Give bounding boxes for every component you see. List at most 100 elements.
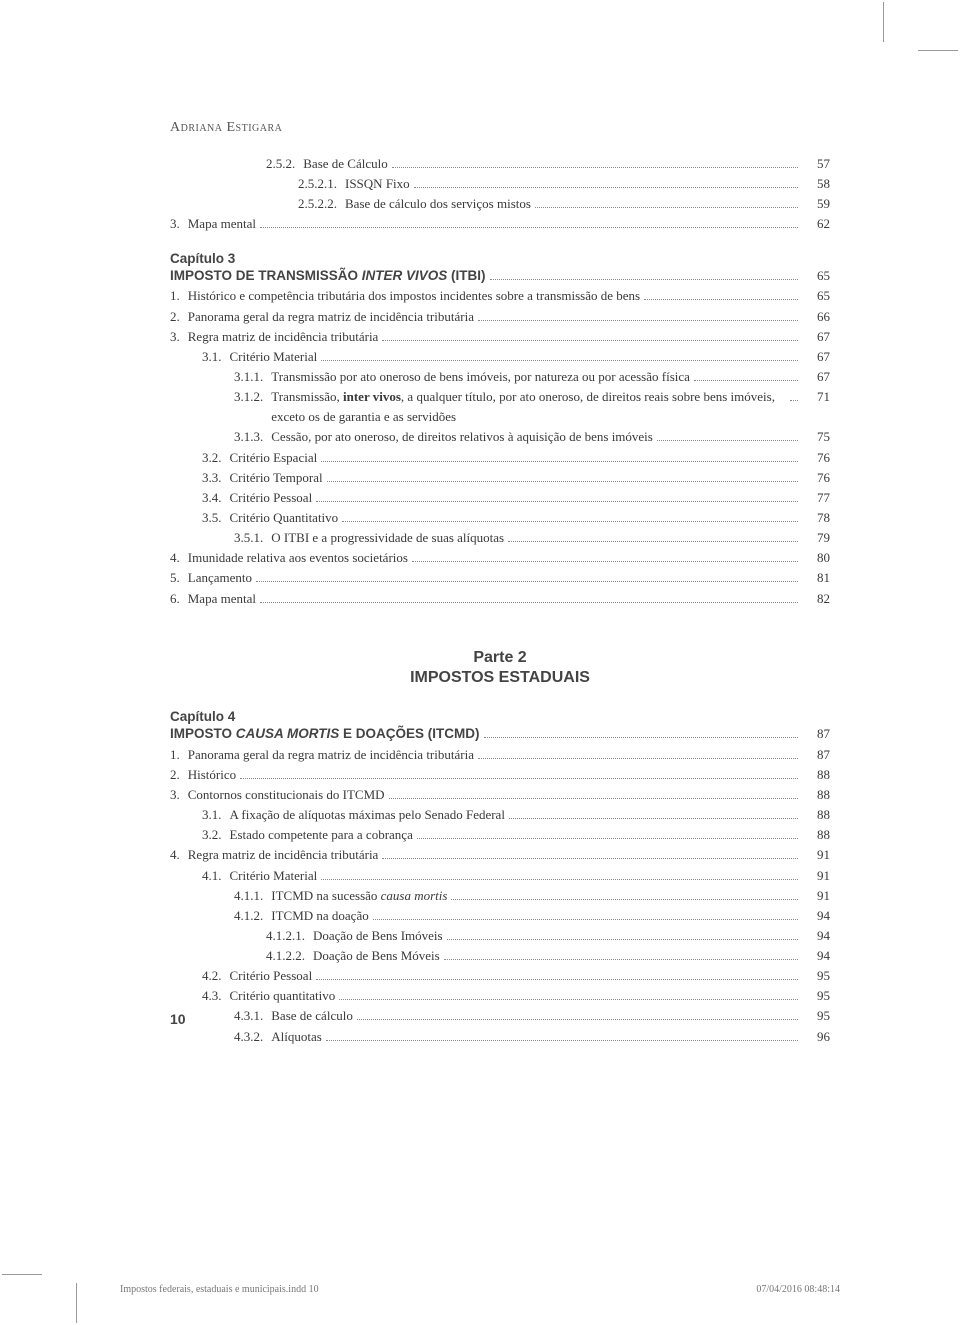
toc-line: 2.5.2.Base de Cálculo57 <box>170 154 830 174</box>
toc-line: 2.Panorama geral da regra matriz de inci… <box>170 307 830 327</box>
toc-page: 79 <box>802 528 830 548</box>
toc-number: 4.1.2.1. <box>266 926 313 946</box>
toc-text: Transmissão por ato oneroso de bens imóv… <box>271 367 690 387</box>
chapter-3-page: 65 <box>802 266 830 286</box>
toc-page: 91 <box>802 886 830 906</box>
toc-line: 3.1.2.Transmissão, inter vivos, a qualqu… <box>170 387 830 427</box>
toc-text: Critério Temporal <box>230 468 323 488</box>
toc-page: 81 <box>802 568 830 588</box>
toc-line: 4.3.Critério quantitativo95 <box>170 986 830 1006</box>
toc-line: 4.1.2.2.Doação de Bens Móveis94 <box>170 946 830 966</box>
footer: Impostos federais, estaduais e municipai… <box>120 1284 840 1295</box>
toc-text: Critério Pessoal <box>230 966 313 986</box>
toc-page: 95 <box>802 966 830 986</box>
toc-line: 4.Imunidade relativa aos eventos societá… <box>170 548 830 568</box>
toc-text: Critério Espacial <box>230 448 318 468</box>
footer-left: Impostos federais, estaduais e municipai… <box>120 1284 319 1295</box>
toc-text: Cessão, por ato oneroso, de direitos rel… <box>271 427 653 447</box>
toc-text: Lançamento <box>188 568 252 588</box>
toc-text: Base de cálculo dos serviços mistos <box>345 194 531 214</box>
toc-line: 3.Contornos constitucionais do ITCMD88 <box>170 785 830 805</box>
toc-line: 1.Panorama geral da regra matriz de inci… <box>170 745 830 765</box>
toc-text: Estado competente para a cobrança <box>230 825 413 845</box>
toc-text: Panorama geral da regra matriz de incidê… <box>188 745 474 765</box>
toc-page: 76 <box>802 468 830 488</box>
toc-page: 76 <box>802 448 830 468</box>
toc-line: 4.3.1.Base de cálculo95 <box>170 1006 830 1026</box>
toc-page: 59 <box>802 194 830 214</box>
toc-page: 95 <box>802 986 830 1006</box>
toc-line: 3.3.Critério Temporal 76 <box>170 468 830 488</box>
toc-page: 65 <box>802 286 830 306</box>
toc-section-3: 1.Panorama geral da regra matriz de inci… <box>170 745 830 1047</box>
toc-text: Histórico <box>188 765 236 785</box>
chapter-4-page: 87 <box>802 724 830 744</box>
toc-number: 4.1.1. <box>234 886 271 906</box>
toc-line: 1.Histórico e competência tributária dos… <box>170 286 830 306</box>
toc-text: ISSQN Fixo <box>345 174 410 194</box>
chapter-3-title: IMPOSTO DE TRANSMISSÃO INTER VIVOS (ITBI… <box>170 266 486 287</box>
toc-number: 1. <box>170 745 188 765</box>
toc-page: 94 <box>802 926 830 946</box>
toc-text: ITCMD na sucessão causa mortis <box>271 886 447 906</box>
toc-text: A fixação de alíquotas máximas pelo Sena… <box>230 805 505 825</box>
toc-line: 3.1.Critério Material67 <box>170 347 830 367</box>
toc-page: 87 <box>802 745 830 765</box>
toc-section-2: 1.Histórico e competência tributária dos… <box>170 286 830 608</box>
toc-page: 94 <box>802 946 830 966</box>
toc-page: 82 <box>802 589 830 609</box>
toc-number: 4.2. <box>202 966 230 986</box>
toc-text: Critério Material <box>230 866 318 886</box>
chapter-3-title-line: IMPOSTO DE TRANSMISSÃO INTER VIVOS (ITBI… <box>170 266 830 287</box>
part-2-line1: Parte 2 <box>170 649 830 667</box>
toc-page: 95 <box>802 1006 830 1026</box>
toc-line: 3.1.1.Transmissão por ato oneroso de ben… <box>170 367 830 387</box>
toc-page: 80 <box>802 548 830 568</box>
toc-text: O ITBI e a progressividade de suas alíqu… <box>271 528 504 548</box>
toc-text: Transmissão, inter vivos, a qualquer tít… <box>271 387 786 427</box>
part-2-block: Parte 2 IMPOSTOS ESTADUAIS <box>170 649 830 687</box>
toc-text: Critério Quantitativo <box>230 508 339 528</box>
toc-number: 2. <box>170 765 188 785</box>
toc-page: 91 <box>802 845 830 865</box>
toc-line: 4.Regra matriz de incidência tributária 9… <box>170 845 830 865</box>
toc-line: 4.1.2.ITCMD na doação94 <box>170 906 830 926</box>
toc-line: 2.5.2.2.Base de cálculo dos serviços mis… <box>170 194 830 214</box>
toc-line: 4.3.2.Alíquotas96 <box>170 1027 830 1047</box>
toc-number: 4.1. <box>202 866 230 886</box>
toc-number: 2.5.2. <box>266 154 303 174</box>
toc-line: 3.Mapa mental62 <box>170 214 830 234</box>
toc-number: 3.3. <box>202 468 230 488</box>
toc-line: 3.1.A fixação de alíquotas máximas pelo … <box>170 805 830 825</box>
author-name: Adriana Estigara <box>170 120 830 136</box>
toc-text: Regra matriz de incidência tributária <box>188 845 379 865</box>
toc-number: 6. <box>170 589 188 609</box>
toc-line: 3.5.Critério Quantitativo78 <box>170 508 830 528</box>
toc-line: 3.Regra matriz de incidência tributária6… <box>170 327 830 347</box>
toc-line: 4.1.1.ITCMD na sucessão causa mortis 91 <box>170 886 830 906</box>
toc-number: 2.5.2.1. <box>298 174 345 194</box>
chapter-4-title-line: IMPOSTO CAUSA MORTIS E DOAÇÕES (ITCMD) 8… <box>170 724 830 745</box>
toc-number: 4. <box>170 845 188 865</box>
toc-number: 4.1.2. <box>234 906 271 926</box>
toc-text: Critério quantitativo <box>230 986 336 1006</box>
toc-number: 4. <box>170 548 188 568</box>
toc-page: 62 <box>802 214 830 234</box>
toc-page: 78 <box>802 508 830 528</box>
toc-line: 4.2.Critério Pessoal 95 <box>170 966 830 986</box>
toc-line: 3.2.Critério Espacial76 <box>170 448 830 468</box>
toc-page: 88 <box>802 805 830 825</box>
toc-text: Critério Material <box>230 347 318 367</box>
toc-line: 3.5.1.O ITBI e a progressividade de suas… <box>170 528 830 548</box>
toc-page: 66 <box>802 307 830 327</box>
toc-line: 3.2.Estado competente para a cobrança88 <box>170 825 830 845</box>
toc-line: 5.Lançamento81 <box>170 568 830 588</box>
toc-line: 2.Histórico88 <box>170 765 830 785</box>
toc-number: 4.3.2. <box>234 1027 271 1047</box>
toc-page: 67 <box>802 347 830 367</box>
toc-page: 67 <box>802 367 830 387</box>
toc-number: 3.4. <box>202 488 230 508</box>
toc-number: 4.1.2.2. <box>266 946 313 966</box>
toc-text: Imunidade relativa aos eventos societári… <box>188 548 408 568</box>
toc-number: 3.2. <box>202 825 230 845</box>
